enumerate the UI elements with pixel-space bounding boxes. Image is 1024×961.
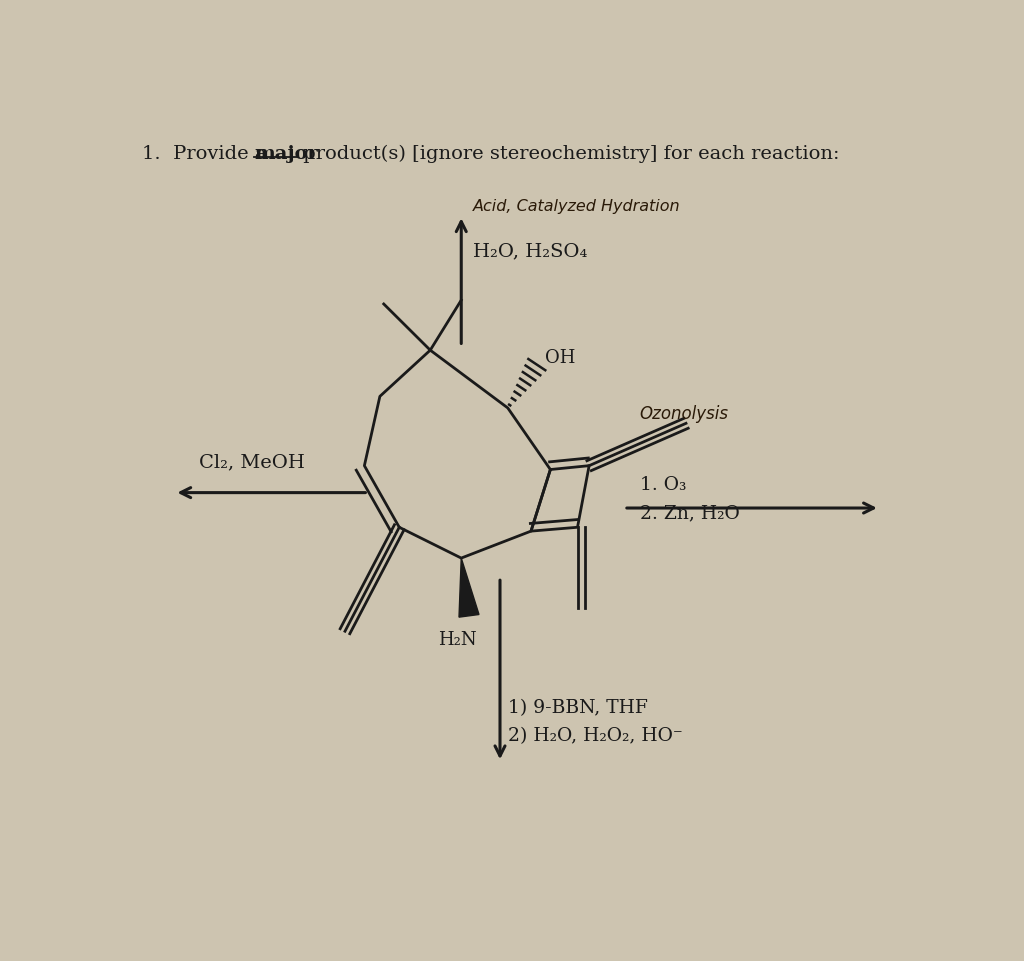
Text: Ozonolysis: Ozonolysis: [640, 406, 728, 423]
Text: H₂N: H₂N: [438, 631, 476, 650]
Text: 2) H₂O, H₂O₂, HO⁻: 2) H₂O, H₂O₂, HO⁻: [508, 727, 683, 746]
Text: 1. O₃: 1. O₃: [640, 476, 686, 494]
Polygon shape: [459, 558, 479, 617]
Text: H₂O, H₂SO₄: H₂O, H₂SO₄: [473, 242, 587, 260]
Text: Acid, Catalyzed Hydration: Acid, Catalyzed Hydration: [473, 199, 681, 214]
Text: Cl₂, MeOH: Cl₂, MeOH: [199, 453, 305, 471]
Text: OH: OH: [545, 349, 575, 367]
Text: 1) 9-BBN, THF: 1) 9-BBN, THF: [508, 699, 647, 717]
Text: product(s) [ignore stereochemistry] for each reaction:: product(s) [ignore stereochemistry] for …: [297, 144, 840, 162]
Text: 1.  Provide a: 1. Provide a: [142, 144, 272, 162]
Text: 2. Zn, H₂O: 2. Zn, H₂O: [640, 505, 739, 522]
Text: major: major: [254, 144, 318, 162]
